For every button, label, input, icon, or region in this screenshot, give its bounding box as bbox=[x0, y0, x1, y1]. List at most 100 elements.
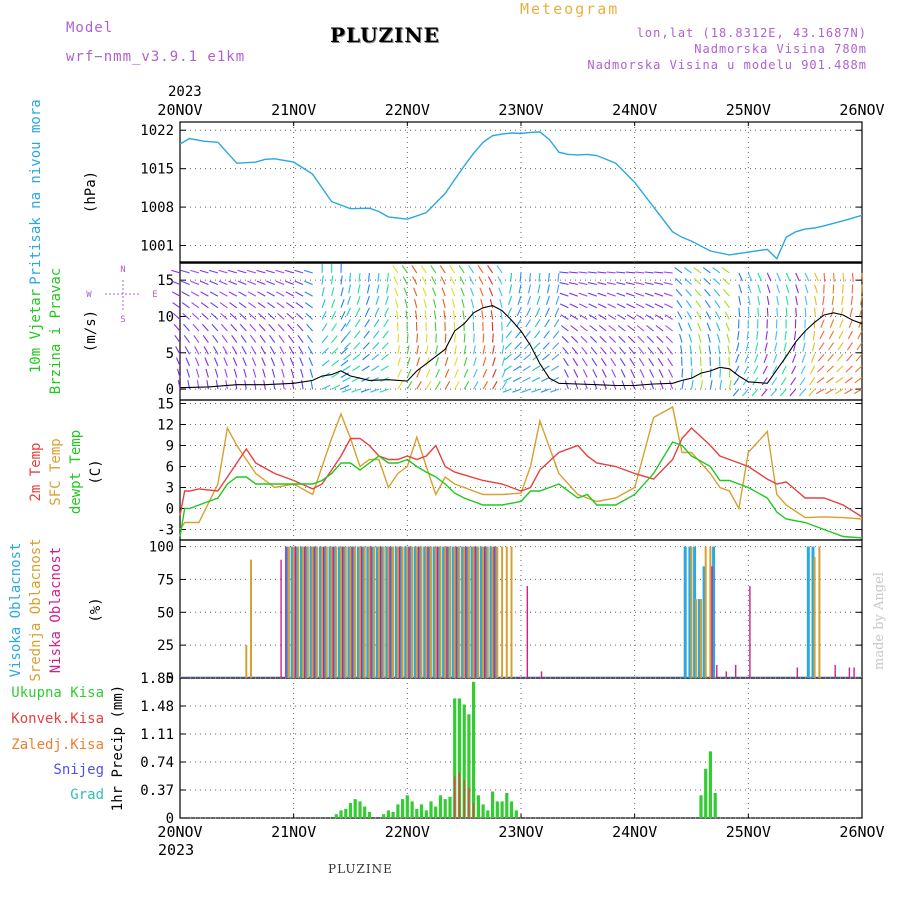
wind-arrow bbox=[795, 284, 799, 294]
wind-arrow bbox=[646, 325, 654, 332]
low-cloud-bar bbox=[848, 667, 851, 678]
mid-cloud-bar bbox=[392, 546, 395, 678]
wind-arrow bbox=[209, 291, 219, 297]
wind-arrow bbox=[331, 323, 337, 332]
wind-arrow bbox=[177, 380, 181, 390]
wind-arrow bbox=[406, 368, 412, 378]
wind-arrow bbox=[773, 354, 778, 363]
high-cloud-bar bbox=[688, 546, 692, 678]
total-precip-bar bbox=[415, 808, 419, 818]
wind-arrow bbox=[785, 295, 789, 306]
mid-cloud-bar bbox=[330, 546, 333, 678]
wind-arrow bbox=[258, 312, 266, 320]
wind-arrow bbox=[674, 267, 683, 274]
wind-arrow bbox=[733, 377, 740, 386]
wind-arrow bbox=[321, 384, 331, 390]
pressure-axis-label: Pritisak na nivou mora bbox=[28, 99, 44, 284]
high-cloud-bar bbox=[390, 546, 393, 678]
wind-arrow bbox=[800, 365, 806, 375]
high-cloud-bar bbox=[702, 566, 706, 678]
wind-arrow bbox=[321, 275, 324, 285]
wind-arrow bbox=[370, 388, 380, 393]
low-cloud-bar bbox=[370, 546, 372, 678]
wind-arrow bbox=[645, 303, 654, 309]
wind-arrow bbox=[228, 291, 238, 297]
wind-arrow bbox=[527, 284, 532, 294]
wind-arrow bbox=[442, 298, 446, 308]
wind-arrow bbox=[260, 346, 266, 355]
mid-cloud-bar bbox=[482, 546, 485, 678]
low-cloud-bar bbox=[711, 566, 713, 678]
mid-cloud-bar bbox=[387, 546, 390, 678]
x-tick-label-bottom: 21NOV bbox=[271, 823, 316, 841]
wind-arrow bbox=[846, 353, 853, 362]
wind-arrow bbox=[331, 299, 336, 308]
y-tick-label: 1.48 bbox=[140, 699, 174, 715]
wind-arrow bbox=[381, 342, 389, 350]
wind-arrow bbox=[618, 335, 626, 343]
wind-arrow bbox=[291, 380, 295, 390]
wind-arrow bbox=[772, 365, 778, 375]
low-cloud-bar bbox=[294, 546, 296, 678]
wind-arrow bbox=[825, 388, 834, 395]
wind-arrow bbox=[522, 377, 531, 382]
mid-cloud-bar bbox=[292, 546, 295, 678]
high-cloud-bar bbox=[423, 546, 427, 678]
wind-arrow bbox=[353, 342, 361, 350]
mid-cloud-bar bbox=[302, 546, 305, 678]
low-cloud-bar bbox=[540, 671, 543, 678]
total-precip-bar bbox=[486, 810, 490, 818]
wind-arrow bbox=[735, 354, 740, 363]
wind-arrow bbox=[435, 357, 439, 367]
wind-arrow bbox=[382, 330, 389, 339]
wind-arrow bbox=[219, 302, 228, 309]
wind-arrow bbox=[246, 269, 256, 274]
y-tick-label: 50 bbox=[157, 605, 174, 621]
wind-arrow bbox=[607, 303, 616, 309]
high-cloud-bar bbox=[323, 546, 327, 678]
wind-arrow bbox=[717, 345, 721, 355]
wind-arrow bbox=[248, 312, 257, 320]
wind-arrow bbox=[531, 388, 541, 393]
temp2m-line bbox=[179, 427, 863, 518]
wind-arrow bbox=[830, 307, 835, 317]
wind-arrow bbox=[532, 365, 541, 372]
wind-arrow bbox=[331, 287, 335, 297]
wind-arrow bbox=[501, 333, 504, 343]
precip-legend-label-2: Konvek.Kisa bbox=[11, 711, 104, 727]
wind-arrow bbox=[654, 271, 664, 274]
wind-arrow bbox=[519, 272, 522, 282]
meteogram-label: Meteogram bbox=[520, 0, 620, 18]
wind-arrow bbox=[299, 357, 304, 367]
wind-arrow bbox=[620, 369, 626, 378]
wind-arrow bbox=[591, 358, 598, 367]
wind-arrow bbox=[206, 380, 209, 390]
cloud-axis-label-2: Srednja Oblacnost bbox=[28, 538, 44, 681]
y-tick-label: 3 bbox=[166, 481, 174, 497]
wind-arrow bbox=[639, 369, 645, 378]
mid-cloud-bar bbox=[344, 546, 347, 678]
wind-arrow bbox=[802, 342, 806, 352]
wind-arrow bbox=[761, 388, 768, 397]
wind-arrow bbox=[628, 346, 636, 355]
wind-arrow bbox=[416, 333, 419, 343]
wind-arrow bbox=[793, 330, 797, 340]
wind-arrow bbox=[819, 330, 825, 340]
wind-arrow bbox=[676, 300, 683, 309]
wind-arrow bbox=[186, 368, 191, 378]
wind-arrow bbox=[340, 359, 349, 367]
wind-arrow bbox=[355, 307, 361, 317]
total-precip-bar bbox=[358, 801, 362, 818]
high-cloud-bar bbox=[418, 546, 422, 678]
wind-arrow bbox=[554, 307, 560, 317]
wind-arrow bbox=[522, 365, 531, 372]
wind-arrow bbox=[225, 380, 228, 390]
wind-arrow bbox=[836, 353, 844, 362]
wind-arrow bbox=[222, 346, 228, 355]
wind-arrow bbox=[847, 330, 853, 340]
wind-arrow bbox=[559, 282, 569, 286]
wind-arrow bbox=[421, 276, 427, 285]
wind-arrow bbox=[268, 323, 276, 332]
wind-arrow bbox=[578, 282, 588, 286]
wind-arrow bbox=[627, 335, 636, 343]
